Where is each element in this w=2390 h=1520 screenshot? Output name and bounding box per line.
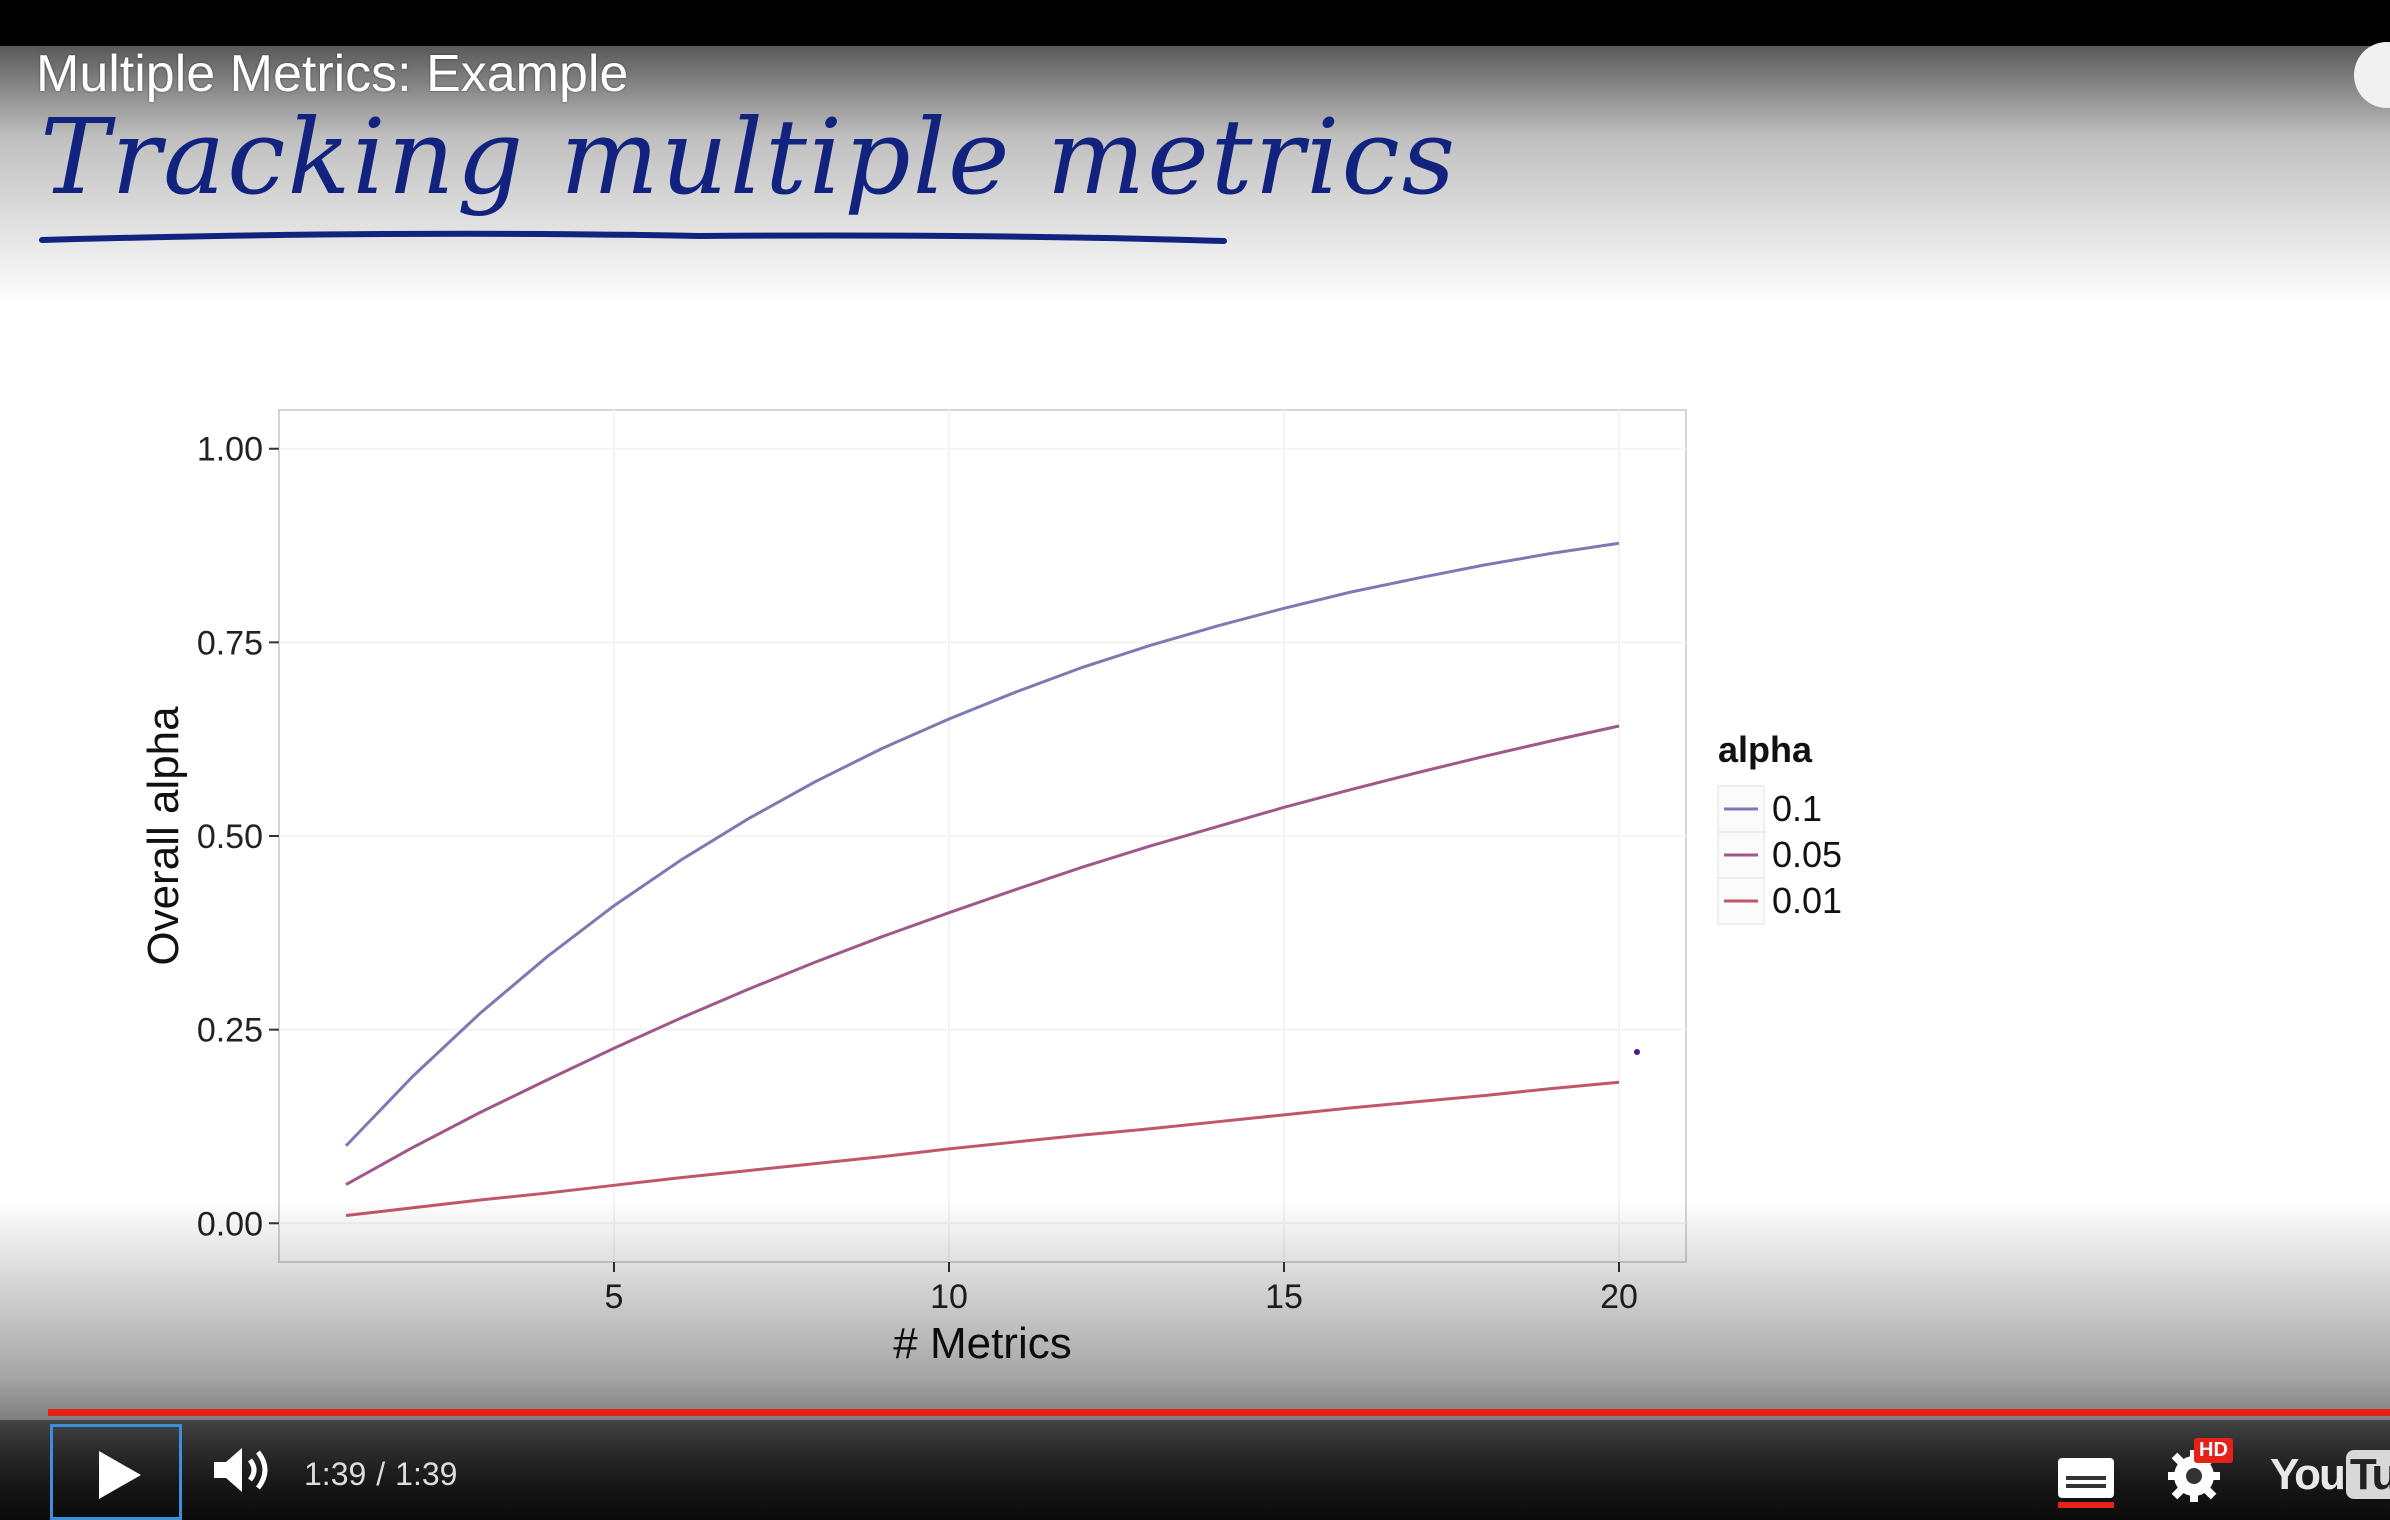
volume-button[interactable] bbox=[208, 1442, 278, 1498]
play-button[interactable] bbox=[50, 1424, 182, 1520]
series-line bbox=[345, 1080, 1620, 1218]
data-point-dot bbox=[1634, 1049, 1640, 1055]
y-axis-title: Overall alpha bbox=[139, 706, 188, 966]
captions-icon bbox=[2058, 1458, 2114, 1498]
youtube-logo[interactable]: YouTube bbox=[2270, 1450, 2390, 1500]
logo-you: You bbox=[2270, 1450, 2346, 1499]
progress-bar[interactable] bbox=[48, 1409, 2390, 1416]
progress-played bbox=[48, 1409, 2390, 1416]
duration: 1:39 bbox=[395, 1456, 458, 1492]
handwritten-heading: Tracking multiple metrics bbox=[40, 96, 1457, 218]
y-tick-label: 0.25 bbox=[197, 1012, 263, 1050]
hd-badge: HD bbox=[2194, 1438, 2233, 1463]
volume-icon bbox=[214, 1448, 268, 1492]
legend-title: alpha bbox=[1718, 729, 1813, 770]
y-tick-label: 1.00 bbox=[197, 431, 263, 469]
series-line bbox=[344, 541, 1620, 1147]
legend-label: 0.05 bbox=[1772, 834, 1842, 875]
heading-underline bbox=[39, 230, 1227, 244]
handwritten-heading-text: Tracking multiple metrics bbox=[40, 96, 1458, 218]
time-display: 1:39/1:39 bbox=[304, 1456, 457, 1493]
y-tick-label: 0.50 bbox=[197, 818, 263, 856]
legend-label: 0.1 bbox=[1772, 788, 1822, 829]
top-black-bar bbox=[0, 0, 2390, 46]
series-line bbox=[345, 724, 1620, 1186]
captions-active-indicator bbox=[2058, 1502, 2114, 1508]
play-icon bbox=[99, 1451, 141, 1499]
video-title[interactable]: Multiple Metrics: Example bbox=[36, 45, 629, 103]
y-tick-label: 0.75 bbox=[197, 624, 263, 662]
player-controls: 1:39/1:39 HD YouTube bbox=[0, 1420, 2390, 1520]
logo-tube: Tube bbox=[2345, 1450, 2390, 1499]
time-separator: / bbox=[376, 1456, 386, 1492]
current-time: 1:39 bbox=[304, 1456, 367, 1492]
title-overlay bbox=[0, 46, 2390, 306]
legend-label: 0.01 bbox=[1772, 880, 1842, 921]
captions-button[interactable] bbox=[2056, 1456, 2116, 1500]
